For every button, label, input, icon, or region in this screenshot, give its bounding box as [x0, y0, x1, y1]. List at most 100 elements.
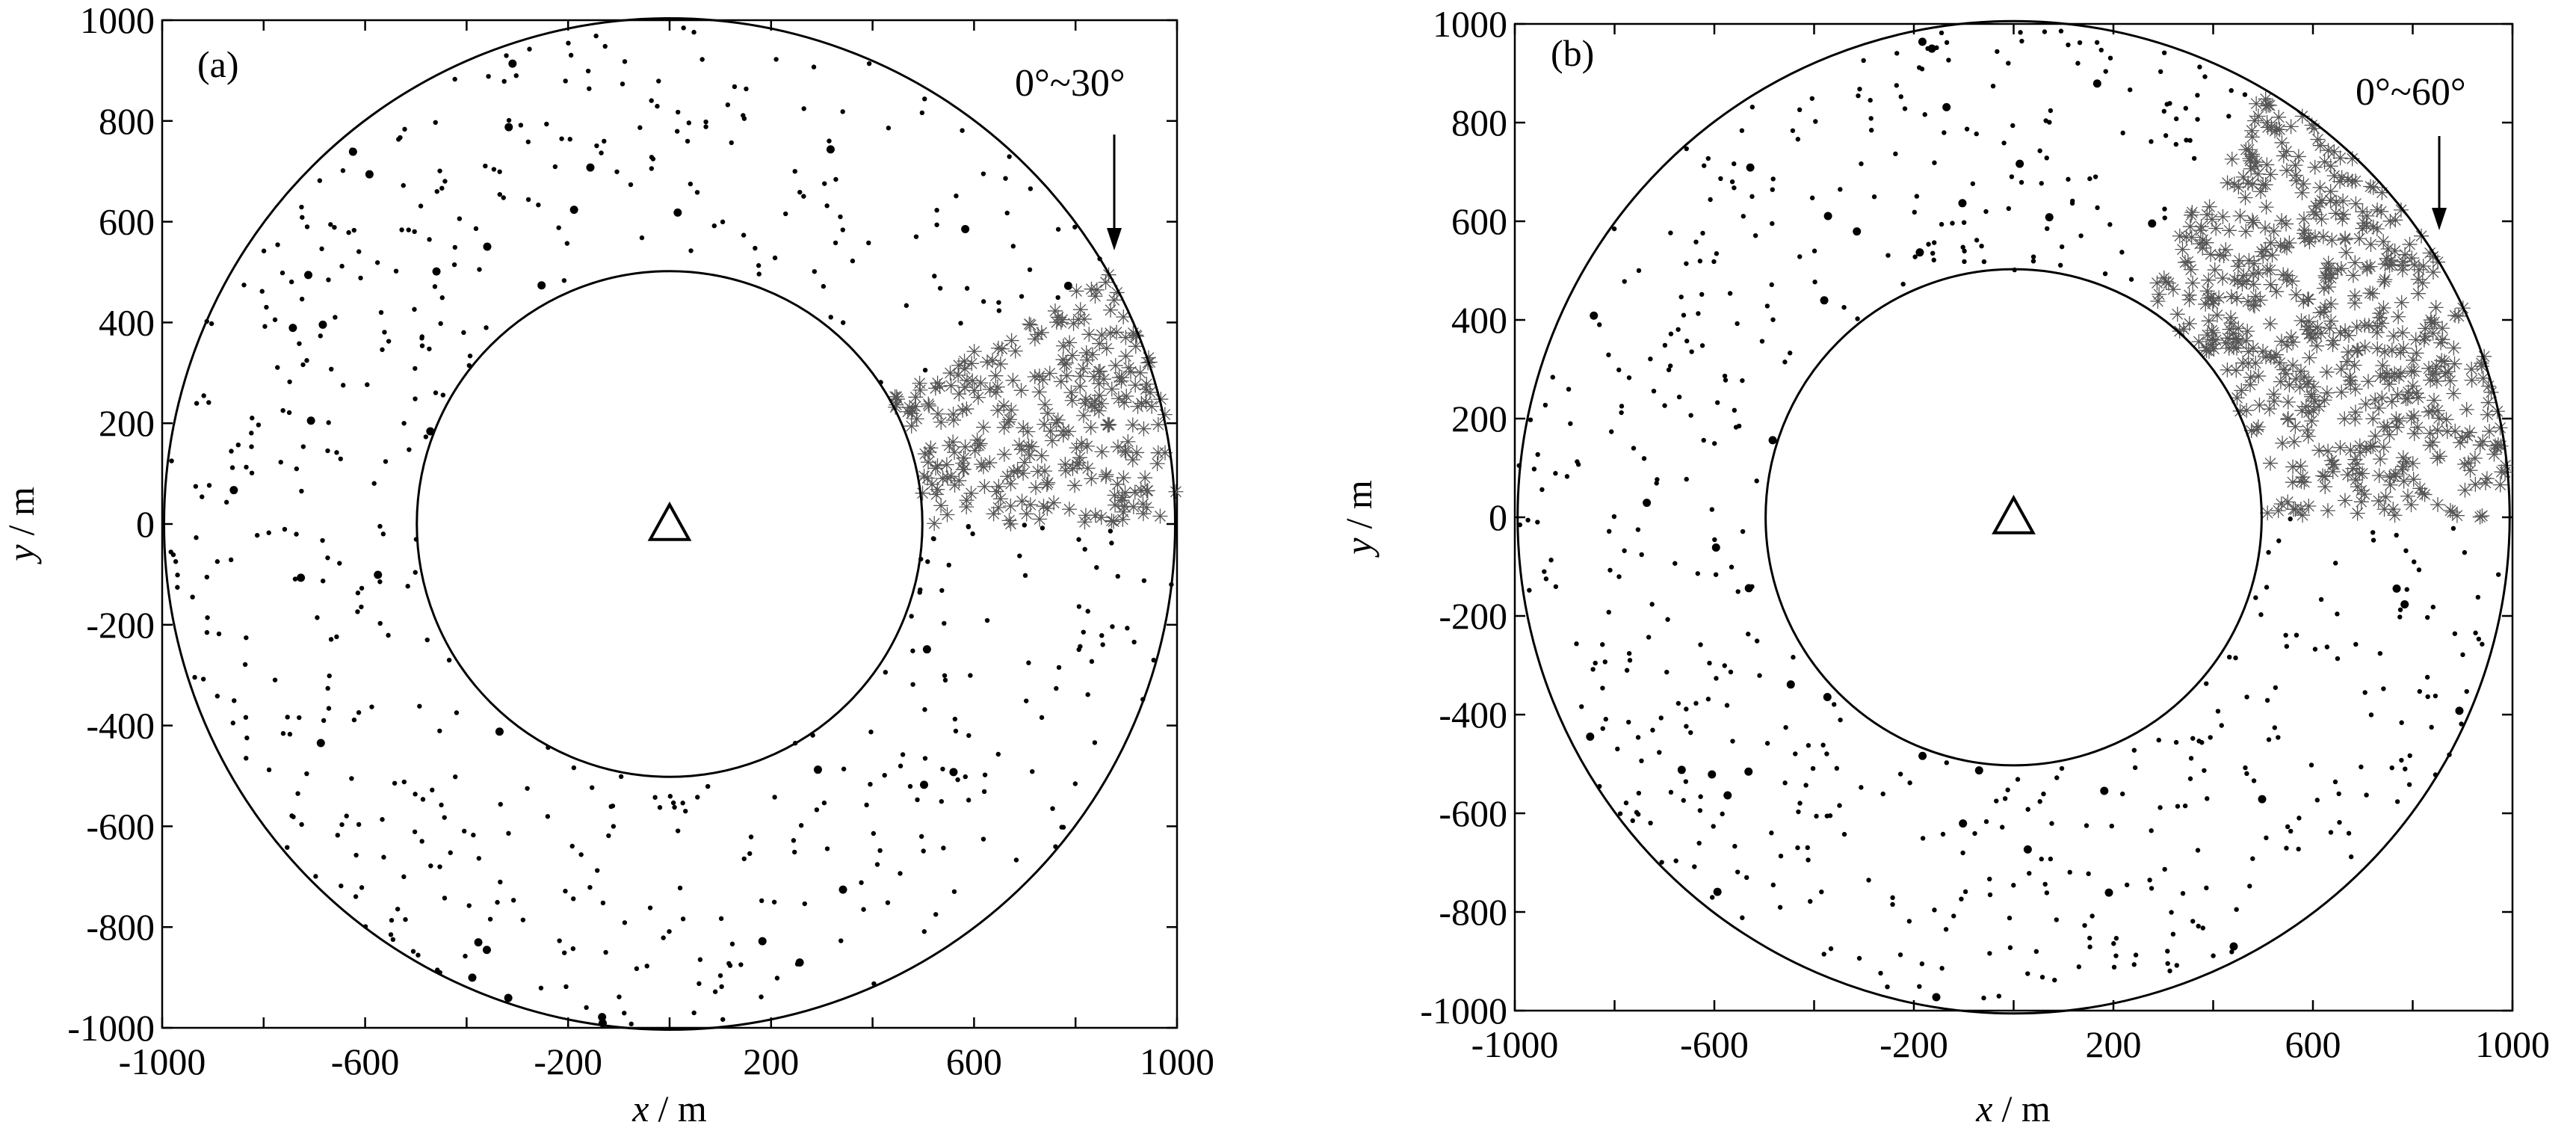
y-axis-unit: / m [0, 487, 42, 535]
data-point [2247, 884, 2252, 889]
data-point [398, 135, 403, 141]
data-point [1616, 574, 1622, 579]
data-point [328, 637, 334, 642]
data-point [2394, 532, 2399, 538]
data-point [244, 756, 249, 761]
data-point [841, 766, 847, 771]
data-point [2473, 630, 2478, 635]
data-point [280, 407, 285, 413]
asterisk-point [2220, 175, 2235, 191]
asterisk-point [2293, 363, 2308, 379]
asterisk-point [2358, 396, 2373, 412]
data-point [670, 800, 676, 806]
data-point [720, 219, 726, 225]
data-point [1735, 589, 1741, 594]
data-point [961, 224, 970, 233]
asterisk-point [1100, 416, 1116, 432]
data-point [402, 126, 407, 132]
data-point [2392, 584, 2401, 593]
data-point [1623, 800, 1629, 806]
asterisk-point [992, 491, 1008, 507]
data-point [2149, 139, 2154, 144]
asterisk-point [1125, 499, 1141, 514]
data-point [681, 25, 686, 31]
data-point [883, 670, 889, 675]
data-point [2077, 40, 2083, 46]
asterisk-point [2377, 256, 2393, 272]
data-point [2308, 762, 2314, 768]
asterisk-point [1047, 303, 1063, 318]
x-tick-label: -600 [331, 1041, 400, 1082]
data-point [559, 136, 564, 141]
data-point [1821, 952, 1826, 957]
asterisk-point [2457, 456, 2473, 472]
data-point [1641, 456, 1647, 461]
data-point [432, 284, 438, 289]
data-point [637, 125, 643, 130]
asterisk-point [2425, 434, 2441, 450]
data-point [467, 353, 473, 359]
asterisk-point [2422, 245, 2438, 261]
asterisk-point [1054, 312, 1070, 327]
asterisk-point [1072, 302, 1088, 318]
data-point [1885, 253, 1891, 258]
asterisk-point [1083, 419, 1099, 435]
asterisk-point [2355, 204, 2370, 220]
data-point [812, 268, 818, 274]
data-point [536, 202, 541, 208]
asterisk-point [2343, 443, 2359, 458]
asterisk-point [2169, 306, 2185, 322]
data-point [192, 674, 197, 680]
data-point [1939, 966, 1945, 971]
asterisk-point [2337, 411, 2353, 427]
data-point [1697, 808, 1703, 813]
data-point [691, 1010, 696, 1016]
data-point [738, 962, 744, 967]
asterisk-point [1045, 433, 1060, 449]
data-point [2033, 949, 2039, 955]
data-point [495, 727, 504, 736]
data-point [1885, 984, 1890, 990]
asterisk-point [2349, 319, 2365, 335]
data-point [272, 317, 278, 322]
data-point [2285, 824, 2291, 830]
data-point [289, 813, 294, 819]
data-point [410, 949, 416, 954]
data-point [2346, 830, 2352, 836]
asterisk-point [2418, 321, 2433, 336]
data-point [861, 907, 866, 912]
data-point [1740, 915, 1745, 920]
data-point [677, 885, 683, 891]
asterisk-point [2410, 271, 2426, 287]
data-point [1823, 693, 1832, 702]
data-point [1636, 790, 1642, 796]
data-point [2460, 652, 2465, 658]
data-point [2039, 857, 2044, 862]
asterisk-point [2249, 422, 2264, 437]
asterisk-point [2396, 340, 2412, 356]
data-point [1619, 410, 1624, 416]
data-point [2251, 778, 2257, 783]
data-point [261, 248, 267, 253]
data-point [401, 779, 407, 785]
asterisk-point [1039, 477, 1054, 493]
data-point [442, 179, 448, 184]
data-point [2234, 907, 2239, 912]
asterisk-point [2347, 381, 2363, 397]
data-point [753, 245, 758, 251]
asterisk-point [1028, 480, 1043, 496]
asterisk-point [2410, 286, 2426, 301]
asterisk-point [2370, 493, 2386, 509]
data-point [229, 449, 234, 454]
asterisk-point [2280, 494, 2296, 510]
data-point [748, 834, 754, 839]
asterisk-point [2317, 154, 2332, 170]
data-point [2253, 595, 2258, 600]
asterisk-point [1019, 506, 1034, 522]
data-point [2133, 952, 2139, 958]
data-point [327, 673, 332, 679]
data-point [1797, 107, 1803, 113]
asterisk-point [2355, 221, 2370, 236]
data-point [1841, 831, 1847, 837]
